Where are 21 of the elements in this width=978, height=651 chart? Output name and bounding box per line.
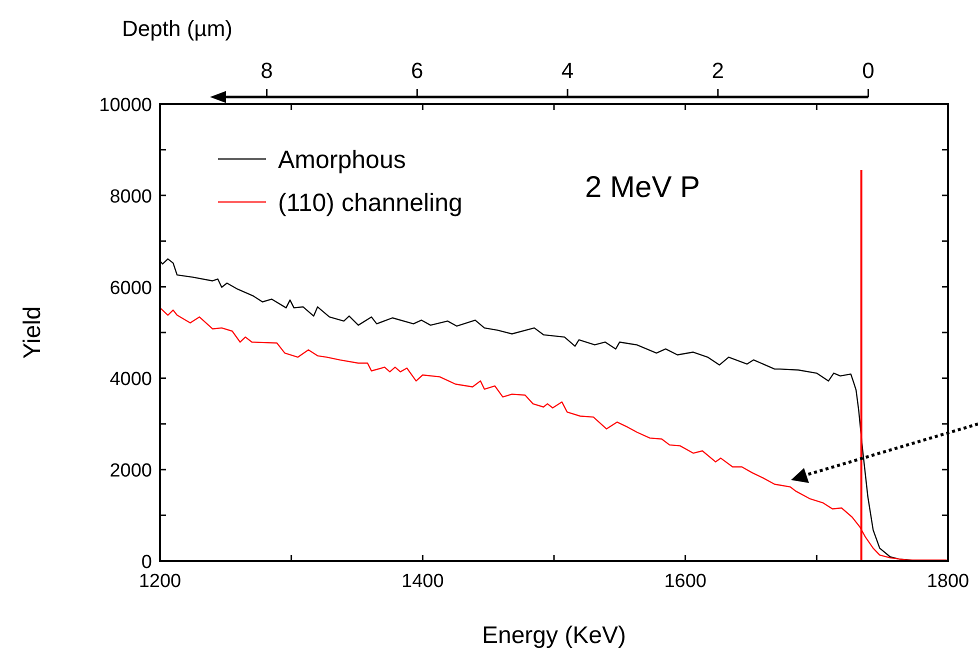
x-tick-label: 1400: [402, 571, 444, 592]
y-tick-label: 2000: [110, 460, 152, 482]
y-tick-label: 4000: [110, 369, 152, 390]
y-tick-label: 8000: [110, 186, 152, 208]
x2-tick-label: 2: [712, 58, 724, 83]
x-tick-label: 1800: [926, 571, 970, 592]
x-tick-label: 1600: [664, 571, 706, 592]
annotation: 2 MeV P: [585, 171, 700, 204]
y-axis-title: Yield: [19, 306, 46, 359]
y-tick-label: 0: [141, 552, 152, 573]
x2-tick-label: 8: [260, 58, 273, 83]
y-tick-label: 10000: [99, 95, 152, 116]
x2-tick-label: 0: [862, 58, 874, 83]
x2-tick-label: 6: [411, 58, 424, 83]
x2-tick-label: 4: [561, 58, 574, 83]
legend-label: (110) channeling: [278, 189, 462, 217]
y-tick-label: 6000: [110, 278, 152, 299]
x-axis-title: Energy (KeV): [482, 622, 626, 649]
legend-label: Amorphous: [278, 146, 406, 174]
x2-axis-title: Depth (µm): [122, 16, 232, 41]
x-tick-label: 1200: [138, 571, 182, 592]
